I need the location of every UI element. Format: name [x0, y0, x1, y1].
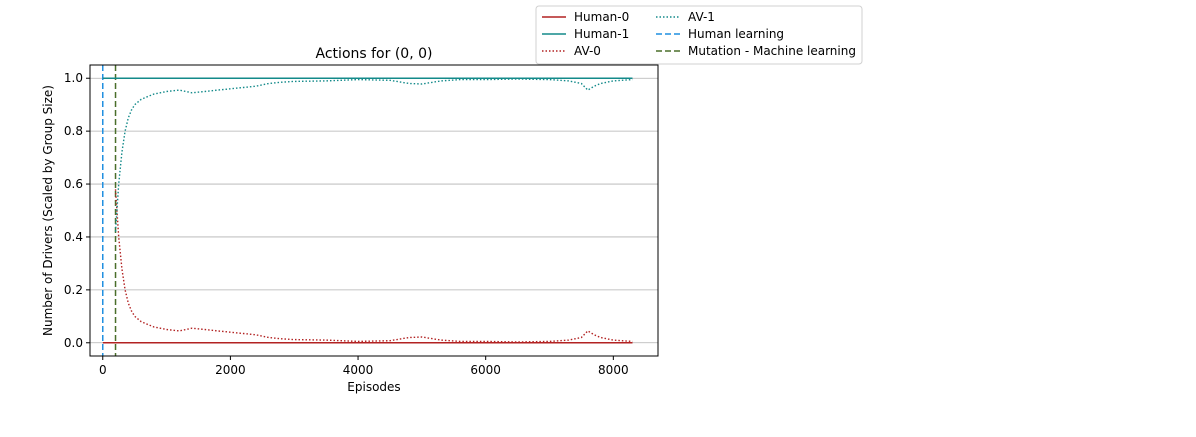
- y-tick-label: 0.8: [64, 124, 83, 138]
- plot-frame: [89, 64, 659, 357]
- y-tick-label: 0.4: [64, 230, 83, 244]
- legend-label-human-1: Human-1: [574, 27, 629, 41]
- legend-label-human-learning: Human learning: [688, 27, 784, 41]
- x-axis-label: Episodes: [347, 380, 400, 394]
- legend-label-human-0: Human-0: [574, 10, 629, 24]
- series-av-1: [114, 78, 633, 232]
- series-av-0: [114, 189, 633, 343]
- legend-label-mutation-machine-learning: Mutation - Machine learning: [688, 44, 856, 58]
- grid-lines: [90, 77, 658, 344]
- x-tick-label: 8000: [598, 363, 629, 377]
- chart-title: Actions for (0, 0): [316, 46, 433, 62]
- y-axis-label: Number of Drivers (Scaled by Group Size): [41, 85, 55, 336]
- y-tick-label: 0.0: [64, 336, 83, 350]
- legend: Human-0 Human-1 AV-0 AV-1 Human learning Muta…: [535, 5, 863, 65]
- series-lines: [102, 77, 633, 344]
- legend-box: [535, 5, 863, 65]
- legend-label-av-0: AV-0: [574, 44, 601, 58]
- x-tick-label: 6000: [470, 363, 501, 377]
- y-tick-label: 0.2: [64, 283, 83, 297]
- y-axis: 0.0 0.2 0.4 0.6 0.8 1.0: [64, 71, 90, 350]
- x-tick-label: 4000: [343, 363, 374, 377]
- legend-label-av-1: AV-1: [688, 10, 715, 24]
- x-tick-label: 2000: [215, 363, 246, 377]
- x-axis: 0 2000 4000 6000 8000: [99, 356, 629, 377]
- x-tick-label: 0: [99, 363, 107, 377]
- y-tick-label: 0.6: [64, 177, 83, 191]
- marker-lines: [102, 65, 117, 356]
- y-tick-label: 1.0: [64, 71, 83, 85]
